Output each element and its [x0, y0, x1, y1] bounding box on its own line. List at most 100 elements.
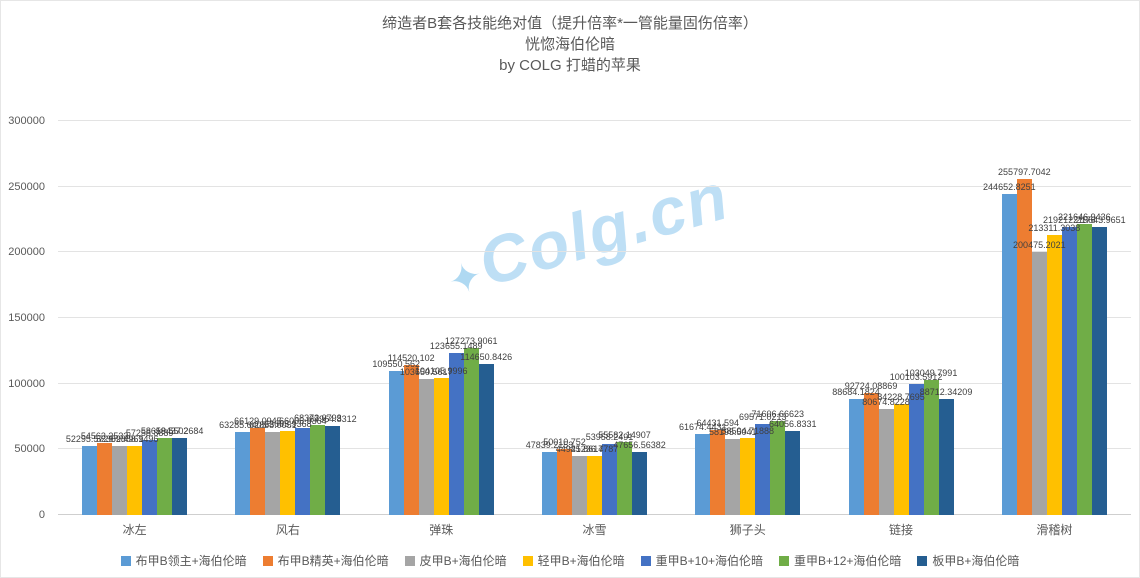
bar-slot: 255797.7042 — [998, 121, 1051, 515]
bar-重甲B+12+海伯伦暗-冰雪 — [616, 442, 632, 515]
chart-title-block: 缔造者B套各技能绝对值（提升倍率*一管能量固伤倍率） 恍惚海伯伦暗 by COL… — [1, 13, 1139, 76]
bar-slot: 92724.08869 — [845, 121, 897, 515]
y-axis: 0 50000 100000 150000 200000 250000 300000 — [1, 115, 51, 521]
bar-轻甲B+海伯伦暗-狮子头 — [740, 438, 756, 515]
bar-slot: 103049.7991 — [905, 121, 957, 515]
bar-重甲B+10+海伯伦暗-弹珠 — [448, 352, 464, 515]
data-label: 103650.5617 — [399, 366, 453, 377]
data-label: 63285.6405 — [219, 419, 267, 430]
bar-slot: 127273.9061 — [445, 121, 497, 515]
bar-group-弹珠: 109550.562 114520.102 103650.5617 104105.99… — [372, 121, 512, 537]
bar-slot: 114520.102 — [388, 121, 435, 515]
data-label: 52888.9496 — [110, 433, 159, 444]
bar-布甲B领主+海伯伦暗-冰左 — [82, 446, 98, 515]
legend-swatch-icon — [917, 555, 928, 566]
bar-重甲B+10+海伯伦暗-风右 — [295, 428, 311, 515]
y-tick-label-50000: 50000 — [14, 443, 45, 456]
legend-item-布甲B领主+海伯伦暗: 布甲B领主+海伯伦暗 — [120, 552, 247, 569]
data-label: 64431.594 — [696, 418, 740, 429]
data-label: 71606.66623 — [751, 408, 805, 419]
bar-轻甲B+海伯伦暗-冰左 — [127, 445, 143, 515]
x-category-label-风右: 风右 — [275, 523, 300, 537]
data-label: 92724.08869 — [844, 381, 898, 392]
bar-布甲B领主+海伯伦暗-滑稽树 — [1001, 193, 1017, 515]
bar-slot: 47656.56382 — [613, 121, 666, 515]
bar-重甲B+12+海伯伦暗-狮子头 — [770, 420, 786, 515]
x-category-label-滑稽树: 滑稽树 — [1036, 523, 1073, 537]
bar-slot: 221646.9436 — [1058, 121, 1111, 515]
bar-重甲B+12+海伯伦暗-链接 — [923, 379, 939, 515]
bar-slot: 67964.8312 — [309, 121, 357, 515]
bar-重甲B+12+海伯伦暗-弹珠 — [463, 347, 479, 515]
bar-重甲B+10+海伯伦暗-链接 — [908, 383, 924, 515]
bar-slot: 100103.5912 — [890, 121, 942, 515]
data-label: 52295.5729 — [65, 434, 114, 445]
x-category-label-狮子头: 狮子头 — [729, 523, 766, 537]
bar-slot: 45236.4787 — [571, 121, 618, 515]
data-label: 213311.3038 — [1028, 222, 1081, 233]
data-label: 58504.71888 — [721, 426, 775, 437]
bar-slot: 200475.2021 — [1013, 121, 1066, 515]
bar-重甲B+10+海伯伦暗-滑稽树 — [1061, 227, 1077, 515]
data-label: 66129.0945 — [234, 416, 282, 427]
bar-重甲B+10+海伯伦暗-冰雪 — [601, 444, 617, 515]
bar-group-滑稽树: 244652.8251 255797.7042 200475.2021 213311.… — [983, 121, 1126, 537]
gridline-200000 — [58, 251, 1131, 253]
legend-label: 布甲B领主+海伯伦暗 — [135, 554, 247, 568]
data-label: 57258.8889 — [125, 427, 174, 438]
bar-重甲B+10+海伯伦暗-狮子头 — [755, 423, 771, 515]
bar-皮甲B+海伯伦暗-冰雪 — [571, 456, 587, 515]
data-label: 109550.562 — [372, 359, 420, 370]
data-label: 114520.102 — [387, 352, 435, 363]
data-label: 244652.8251 — [983, 181, 1036, 192]
data-label: 50010.752 — [543, 437, 586, 448]
bar-布甲B领主+海伯伦暗-狮子头 — [695, 434, 711, 515]
bar-slot: 62858.0051 — [249, 121, 297, 515]
bar-重甲B+12+海伯伦暗-冰左 — [157, 438, 173, 515]
bar-slot: 84228.7695 — [877, 121, 925, 515]
legend-item-轻甲B+海伯伦暗: 轻甲B+海伯伦暗 — [522, 552, 625, 569]
bar-轻甲B+海伯伦暗-滑稽树 — [1046, 234, 1062, 515]
gridline-250000 — [58, 185, 1131, 187]
bar-slot: 54563.2533 — [81, 121, 128, 515]
bar-slot: 80674.8228 — [862, 121, 910, 515]
bar-板甲B+海伯伦暗-滑稽树 — [1091, 226, 1107, 515]
bar-布甲B精英+海伯伦暗-弹珠 — [403, 364, 419, 515]
bar-slot: 64431.594 — [696, 121, 739, 515]
bar-布甲B精英+海伯伦暗-滑稽树 — [1016, 179, 1032, 515]
bar-板甲B+海伯伦暗-风右 — [325, 425, 341, 515]
legend-label: 板甲B+海伯伦暗 — [932, 554, 1020, 568]
chart-title-line1: 缔造者B套各技能绝对值（提升倍率*一管能量固伤倍率） — [382, 15, 758, 32]
x-category-label-冰雪: 冰雪 — [582, 523, 607, 537]
gridline-150000 — [58, 317, 1131, 318]
data-label: 123655.1489 — [429, 340, 483, 351]
bar-slot: 52295.5729 — [66, 121, 113, 515]
bar-slot: 44921.8617 — [556, 121, 603, 515]
bar-板甲B+海伯伦暗-狮子头 — [785, 430, 801, 515]
bar-slot: 58437.2684 — [156, 121, 203, 515]
x-category-label-冰左: 冰左 — [122, 523, 147, 537]
data-label: 45236.4787 — [570, 443, 619, 454]
legend-label: 皮甲B+海伯伦暗 — [419, 554, 507, 568]
bar-重甲B+10+海伯伦暗-冰左 — [142, 439, 158, 515]
bar-布甲B领主+海伯伦暗-弹珠 — [388, 371, 404, 515]
gridline-50000 — [58, 448, 1131, 450]
bar-group-链接: 88684.1824 92724.08869 80674.8228 84228.769… — [832, 121, 972, 537]
bar-slot: 58195.5041 — [709, 121, 757, 515]
legend-item-重甲B+10+海伯伦暗: 重甲B+10+海伯伦暗 — [640, 552, 763, 569]
data-label: 80674.8228 — [862, 397, 910, 408]
chart-title-line2: 恍惚海伯伦暗 — [524, 36, 615, 53]
bar-布甲B领主+海伯伦暗-链接 — [848, 398, 864, 515]
bar-slot: 52309.4961 — [96, 121, 143, 515]
y-tick-label-200000: 200000 — [8, 246, 45, 259]
data-label: 88684.1824 — [832, 386, 880, 397]
legend-label: 重甲B+12+海伯伦暗 — [794, 554, 902, 568]
plot: 52295.5729 54563.2533 52309.4961 52888.9496… — [58, 121, 1131, 537]
data-label: 61674.4431 — [678, 422, 727, 433]
data-label: 58195.5041 — [708, 426, 757, 437]
bar-slot: 63605.9368 — [264, 121, 312, 515]
bar-板甲B+海伯伦暗-弹珠 — [478, 364, 494, 515]
bar-group-冰左: 52295.5729 54563.2533 52309.4961 52888.9496… — [66, 121, 204, 537]
legend-swatch-icon — [404, 555, 415, 566]
